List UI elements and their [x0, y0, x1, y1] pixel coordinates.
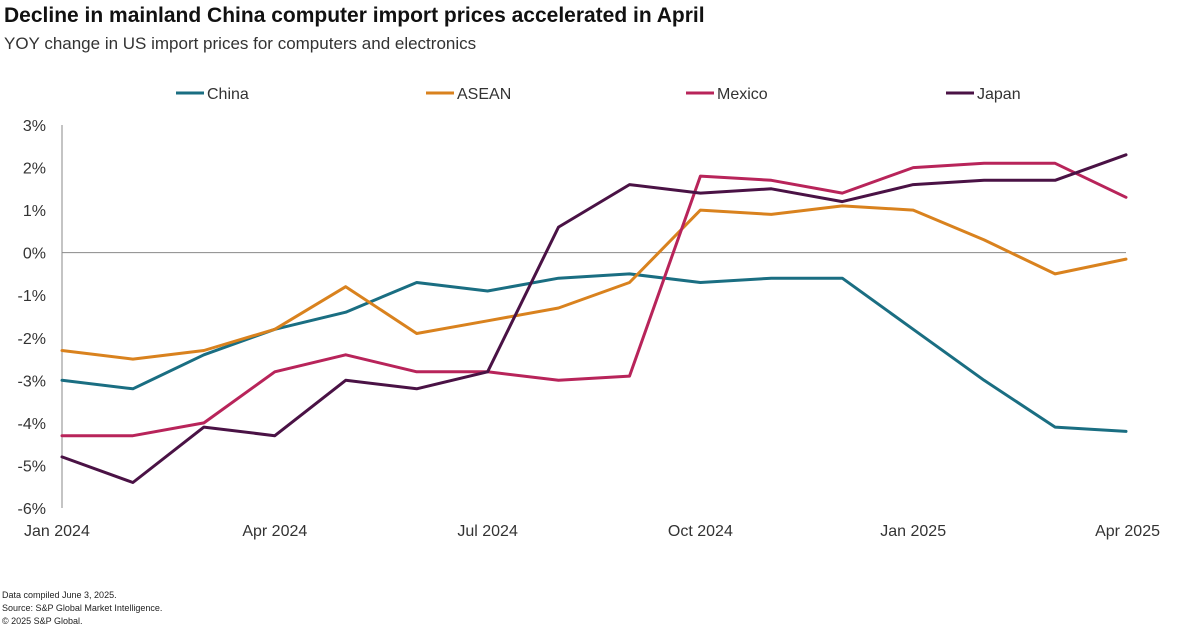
y-tick-label: 0%: [23, 246, 46, 263]
chart-subtitle: YOY change in US import prices for compu…: [4, 34, 477, 53]
footer-copyright: © 2025 S&P Global.: [2, 616, 83, 626]
y-tick-label: 1%: [23, 203, 46, 220]
legend-label-china: China: [207, 86, 249, 103]
legend-label-japan: Japan: [977, 86, 1021, 103]
chart-title: Decline in mainland China computer impor…: [4, 4, 705, 27]
footer: Data compiled June 3, 2025. Source: S&P …: [2, 589, 162, 628]
y-tick-label: -4%: [18, 416, 46, 433]
y-tick-label: -6%: [18, 501, 46, 518]
y-tick-label: -2%: [18, 331, 46, 348]
footer-source: Source: S&P Global Market Intelligence.: [2, 603, 163, 613]
x-tick-label: Apr 2025: [1095, 523, 1160, 540]
x-tick-label: Oct 2024: [668, 523, 733, 540]
footer-date: Data compiled June 3, 2025.: [2, 590, 117, 600]
series-line-japan: [60, 153, 1128, 484]
series-line-asean: [60, 204, 1128, 361]
y-tick-label: -5%: [18, 458, 46, 475]
series-line-mexico: [60, 161, 1128, 438]
y-tick-label: 3%: [23, 118, 46, 135]
legend-label-asean: ASEAN: [457, 86, 511, 103]
x-tick-label: Jan 2025: [880, 523, 946, 540]
legend-label-mexico: Mexico: [717, 86, 768, 103]
y-tick-label: -3%: [18, 373, 46, 390]
y-tick-label: -1%: [18, 288, 46, 305]
y-tick-label: 2%: [23, 161, 46, 178]
x-tick-label: Jan 2024: [24, 523, 90, 540]
x-tick-label: Jul 2024: [457, 523, 518, 540]
x-tick-label: Apr 2024: [242, 523, 307, 540]
series-line-china: [60, 272, 1128, 433]
